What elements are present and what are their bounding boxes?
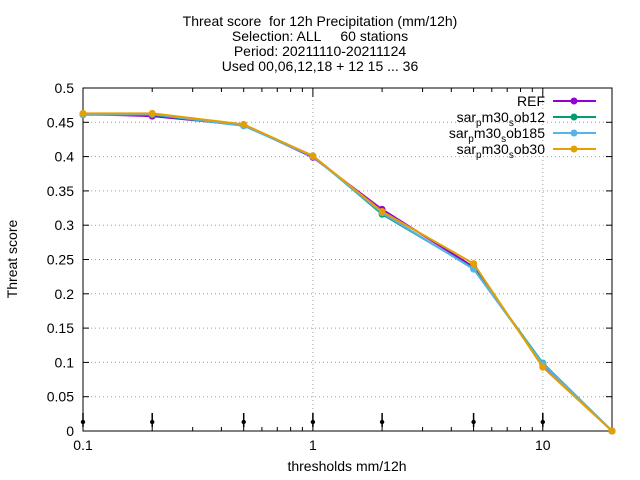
legend-label: sarpm30sob30 [457,141,546,161]
threshold-marker-dot [310,419,316,425]
threshold-marker-dot [379,419,385,425]
legend-label: sarpm30sob12 [457,109,546,129]
y-tick-label: 0.3 [55,217,75,233]
threshold-marker-dot [80,419,86,425]
x-tick-label: 0.1 [73,437,93,453]
series-point [470,260,478,268]
y-tick-label: 0.2 [55,286,75,302]
grid-layer [83,88,612,431]
threshold-marker-dot [150,419,155,425]
series-layer [79,109,616,435]
y-tick-label: 0.35 [47,183,74,199]
legend-swatch-point [570,97,578,105]
series-line [82,113,613,432]
series-point [309,152,317,160]
legend-label: sarpm30sob185 [449,125,545,145]
series-line [83,112,613,432]
y-tick-label: 0.1 [55,354,75,370]
axis-layer: 0 0.05 0.1 0.15 0.2 0.25 0.3 0.35 0.4 0.45 0.5 0.1 1… [47,80,613,453]
legend-label: REF [517,93,545,109]
y-tick-label: 0.5 [55,80,75,96]
threshold-marker-dot [241,419,246,425]
series-point [608,427,616,435]
y-tick-label: 0.4 [55,149,75,165]
series-point [148,109,156,117]
chart-title-line-4: Used 00,06,12,18 + 12 15 ... 36 [221,58,419,74]
series-line [82,113,613,432]
y-tick-label: 0.45 [47,114,74,130]
y-tick-label: 0.05 [47,389,74,405]
x-tick-label: 1 [309,437,317,453]
legend-swatch-point [570,129,578,137]
chart-title-line-2: Selection: ALL 60 stations [231,28,409,44]
y-tick-label: 0.15 [47,320,74,336]
x-tick-label: 10 [535,437,551,453]
plot-border [82,87,613,432]
y-tick-label: 0 [66,423,74,439]
chart-title-line-1: Threat score for 12h Precipitation (mm/1… [182,13,458,29]
legend-swatch-point [570,113,578,121]
legend-swatch-point [570,145,578,153]
x-axis-label: thresholds mm/12h [287,458,406,474]
threshold-marker-dot [471,419,476,425]
series-point [378,207,386,215]
y-tick-label: 0.25 [47,252,74,268]
y-axis-label: Threat score [4,219,20,298]
series-point [240,120,248,128]
series-point [79,109,87,117]
threshold-marker-dot [540,419,545,425]
chart-title-line-3: Period: 20211110-20211124 [233,43,407,59]
series-line [83,113,613,432]
series-point [539,363,547,371]
